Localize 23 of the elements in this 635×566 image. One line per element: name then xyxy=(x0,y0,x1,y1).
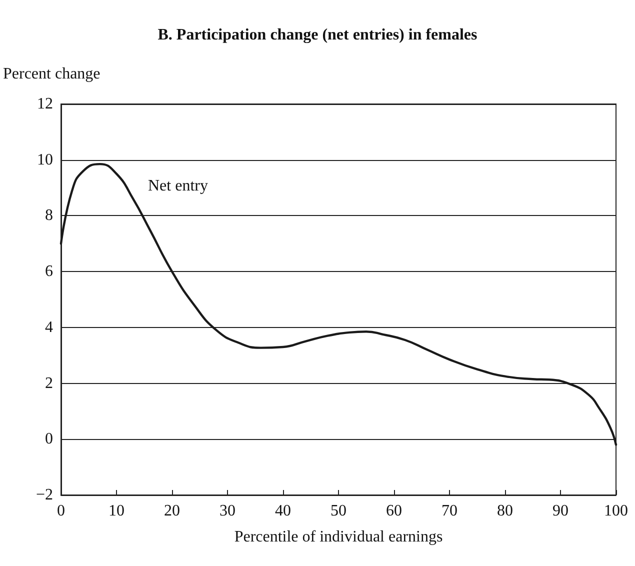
x-tick-label: 70 xyxy=(442,502,458,520)
y-axis-title: Percent change xyxy=(3,66,100,82)
y-tick-label: 0 xyxy=(45,430,53,448)
x-tick-label: 40 xyxy=(275,502,291,520)
x-tick-label: 20 xyxy=(164,502,180,520)
x-tick-label: 90 xyxy=(552,502,568,520)
x-tick-label: 80 xyxy=(497,502,513,520)
chart-title: B. Participation change (net entries) in females xyxy=(158,26,478,44)
x-tick-label: 60 xyxy=(386,502,402,520)
y-tick-label: 2 xyxy=(45,374,53,392)
x-tick-label: 50 xyxy=(330,502,346,520)
x-tick-label: 100 xyxy=(604,502,628,520)
annotation: Net entry xyxy=(148,178,208,194)
x-tick-label: 30 xyxy=(220,502,236,520)
x-tick-label: 10 xyxy=(108,502,124,520)
y-tick-label: 12 xyxy=(37,96,53,112)
y-tick-label: −2 xyxy=(36,486,53,504)
y-tick-label: 6 xyxy=(45,263,53,280)
x-axis-title: Percentile of individual earnings xyxy=(234,528,443,546)
y-tick-label: 10 xyxy=(37,151,53,168)
y-tick-label: 8 xyxy=(45,207,53,224)
x-tick-label: 0 xyxy=(57,502,65,520)
y-tick-label: 4 xyxy=(45,318,53,336)
